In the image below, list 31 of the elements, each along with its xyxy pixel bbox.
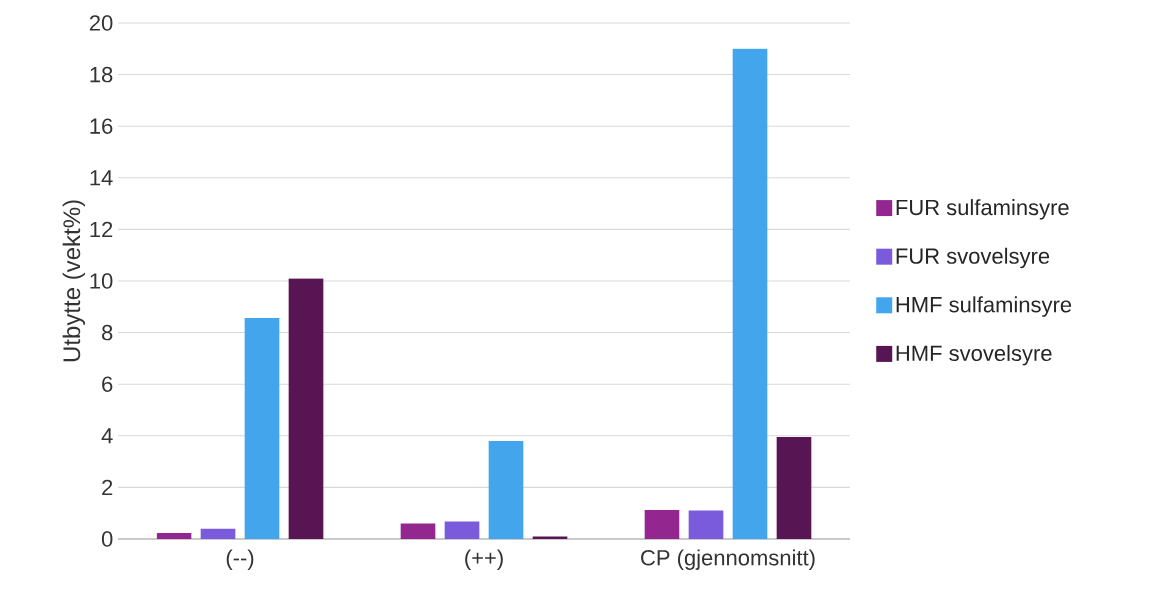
x-tick-label: CP (gjennomsnitt)	[641, 549, 815, 570]
y-axis-title: Utbytte (vekt%)	[62, 200, 85, 362]
legend-label: HMF svovelsyre	[896, 344, 1052, 366]
y-tick-label: 14	[90, 170, 113, 186]
bar	[532, 536, 568, 539]
bar	[644, 510, 680, 539]
bar	[400, 523, 436, 539]
x-tick-label: (++)	[465, 549, 503, 570]
bar	[244, 317, 280, 539]
y-tick-label: 20	[89, 15, 113, 31]
y-tick-label: 4	[101, 428, 113, 444]
bar	[488, 440, 524, 539]
bar	[444, 521, 480, 539]
bar	[200, 528, 236, 539]
bar	[288, 278, 324, 539]
legend-label: FUR svovelsyre	[896, 247, 1050, 269]
legend-label: FUR sulfaminsyre	[896, 199, 1069, 220]
y-tick-label: 10	[90, 273, 113, 289]
bar	[156, 533, 192, 539]
y-tick-label: 6	[102, 376, 113, 392]
bar	[732, 48, 768, 539]
bar	[688, 510, 724, 539]
y-tick-label: 12	[90, 221, 113, 238]
y-tick-label: 16	[90, 118, 113, 134]
bar	[776, 437, 812, 539]
y-tick-label: 18	[90, 66, 113, 83]
legend-label: HMF sulfaminsyre	[896, 296, 1072, 317]
y-tick-label: 8	[102, 324, 113, 341]
y-tick-label: 0	[101, 531, 113, 547]
x-tick-label: (--)	[226, 549, 254, 570]
y-tick-label: 2	[102, 479, 113, 496]
